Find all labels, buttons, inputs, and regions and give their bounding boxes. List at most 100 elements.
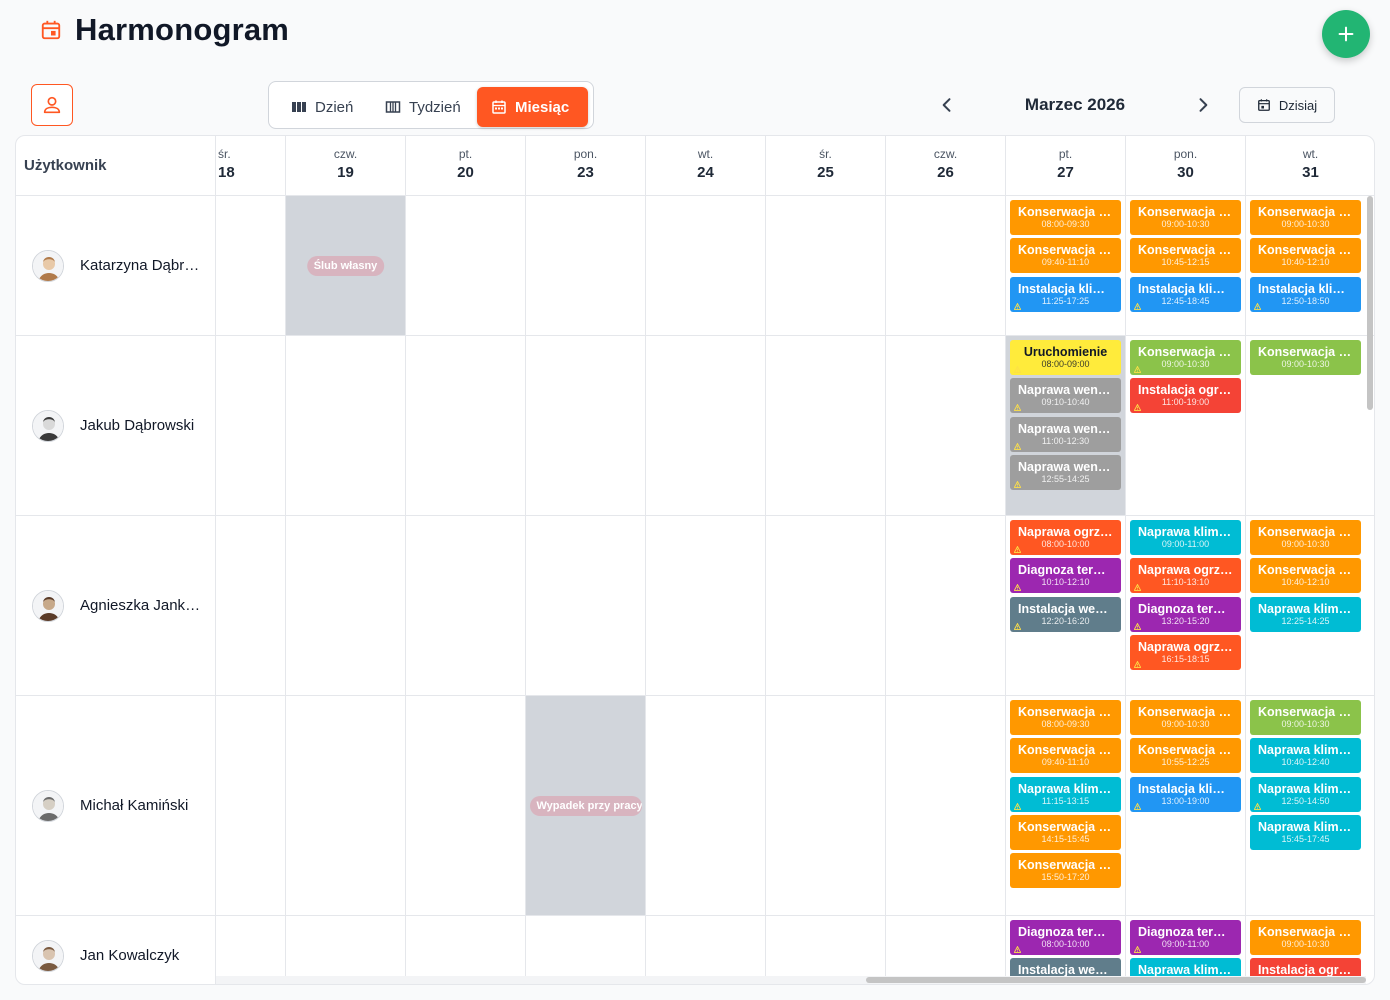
day-cell[interactable] [886,196,1006,336]
day-cell[interactable]: Diagnoza termowizyjna09:00-11:00 Naprawa … [1126,916,1246,984]
event-card[interactable]: Konserwacja klimatyzacji15:50-17:20 [1010,853,1121,889]
event-card[interactable]: Diagnoza termowizyjna08:00-10:00 [1010,920,1121,955]
event-card[interactable]: Konserwacja klimatyzacji09:00-10:30 [1250,700,1361,735]
event-card[interactable]: Konserwacja klimatyzacji09:00-10:30 [1250,920,1361,955]
event-card[interactable]: Konserwacja klimatyzacji09:00-10:30 [1130,200,1241,235]
day-cell[interactable] [766,516,886,696]
event-card[interactable]: Naprawa klimatyzacji09:00-11:00 [1130,520,1241,555]
day-cell[interactable]: Konserwacja klimatyzacji09:00-10:30Napra… [1246,696,1374,916]
day-cell[interactable]: Konserwacja klimatyzacji09:00-10:30Konse… [1126,696,1246,916]
day-cell[interactable] [886,916,1006,984]
day-cell[interactable] [526,516,646,696]
today-button[interactable]: Dzisiaj [1239,87,1335,123]
day-cell[interactable] [766,696,886,916]
event-card[interactable]: Diagnoza termowizyjna10:10-12:10 [1010,558,1121,594]
event-card[interactable]: Instalacja klimatyzacji12:50-18:50 [1250,276,1361,312]
event-card[interactable]: Instalacja klimatyzacji12:45-18:45 [1130,276,1241,312]
day-cell[interactable]: Ślub własny [286,196,406,336]
day-cell[interactable]: Konserwacja klimatyzacji09:00-10:30Konse… [1126,196,1246,336]
day-cell[interactable] [216,916,286,984]
event-card[interactable]: Naprawa klimatyzacji12:50-14:50 [1250,776,1361,812]
event-card[interactable]: Naprawa klimatyzacji11:15-13:15 [1010,776,1121,812]
event-card[interactable]: Konserwacja klimatyzacji10:40-12:10 [1250,558,1361,594]
day-cell[interactable] [766,916,886,984]
event-card[interactable]: Diagnoza termowizyjna09:00-11:00 [1130,920,1241,955]
day-cell[interactable] [406,696,526,916]
user-filter-button[interactable] [31,84,73,126]
day-cell[interactable] [646,196,766,336]
event-card[interactable]: Konserwacja klimatyzacji10:40-12:10 [1250,238,1361,274]
user-row-header[interactable]: Katarzyna Dąbrowska [16,196,216,336]
day-cell[interactable]: Konserwacja klimatyzacji08:00-09:30 Konse… [1006,696,1126,916]
event-card[interactable]: Naprawa ogrzewania11:10-13:10 [1130,558,1241,594]
day-cell[interactable] [216,516,286,696]
event-card[interactable]: Konserwacja klimatyzacji09:00-10:30 [1130,340,1241,375]
day-cell[interactable] [646,916,766,984]
day-cell[interactable] [286,916,406,984]
day-cell[interactable] [406,516,526,696]
day-cell[interactable] [646,336,766,516]
day-cell[interactable] [286,696,406,916]
day-cell[interactable] [886,336,1006,516]
event-card[interactable]: Instalacja klimatyzacji11:25-17:25 [1010,276,1121,312]
day-cell[interactable] [406,916,526,984]
view-day-button[interactable]: Dzień [277,87,367,127]
event-card[interactable]: Konserwacja klimatyzacji09:00-10:30 [1250,200,1361,235]
day-cell[interactable]: Konserwacja klimatyzacji09:00-10:30Insta… [1246,916,1374,984]
day-cell[interactable]: Konserwacja klimatyzacji09:00-10:30Konse… [1246,516,1374,696]
vertical-scrollbar-thumb[interactable] [1367,196,1373,410]
event-card[interactable]: Diagnoza termowizyjna13:20-15:20 [1130,596,1241,632]
user-row-header[interactable]: Agnieszka Jankowska [16,516,216,696]
user-row-header[interactable]: Jakub Dąbrowski [16,336,216,516]
day-cell[interactable] [216,196,286,336]
event-card[interactable]: Naprawa ogrzewania16:15-18:15 [1130,634,1241,670]
day-cell[interactable] [216,336,286,516]
previous-month-button[interactable] [936,94,958,116]
day-cell[interactable] [886,696,1006,916]
day-cell[interactable] [526,196,646,336]
day-cell[interactable] [526,336,646,516]
day-cell[interactable] [646,516,766,696]
day-cell[interactable] [286,336,406,516]
event-card[interactable]: Konserwacja klimatyzacji08:00-09:30 [1010,200,1121,235]
day-cell[interactable] [766,336,886,516]
event-card[interactable]: Konserwacja klimatyzacji08:00-09:30 [1010,700,1121,735]
event-card[interactable]: Konserwacja klimatyzacji10:45-12:15 [1130,238,1241,274]
day-cell[interactable]: Wypadek przy pracy [526,696,646,916]
day-cell[interactable] [406,336,526,516]
view-month-button[interactable]: Miesiąc [477,87,588,127]
day-cell[interactable]: Konserwacja klimatyzacji09:00-10:30Insta… [1126,336,1246,516]
horizontal-scrollbar-thumb[interactable] [866,977,1366,983]
day-cell[interactable] [766,196,886,336]
day-cell[interactable]: Konserwacja klimatyzacji09:00-10:30Konse… [1246,196,1374,336]
event-card[interactable]: Naprawa wentylacji12:55-14:25 [1010,454,1121,490]
day-cell[interactable] [646,696,766,916]
event-card[interactable]: Konserwacja klimatyzacji09:00-10:30 [1250,520,1361,555]
event-card[interactable]: Naprawa ogrzewania08:00-10:00 [1010,520,1121,555]
day-cell[interactable] [216,696,286,916]
add-event-button[interactable] [1322,10,1370,58]
event-card[interactable]: Konserwacja klimatyzacji09:40-11:10 [1010,238,1121,274]
day-cell[interactable] [406,196,526,336]
day-cell[interactable]: Diagnoza termowizyjna08:00-10:00 Instalac… [1006,916,1126,984]
horizontal-scrollbar[interactable] [216,976,1366,984]
day-cell[interactable]: Konserwacja klimatyzacji08:00-09:30Konse… [1006,196,1126,336]
user-row-header[interactable]: Michał Kamiński [16,696,216,916]
event-card[interactable]: Naprawa klimatyzacji10:40-12:40 [1250,738,1361,774]
event-card[interactable]: Konserwacja klimatyzacji09:00-10:30 [1250,340,1361,375]
vertical-scrollbar[interactable] [1366,196,1374,976]
event-card[interactable]: Naprawa klimatyzacji15:45-17:45 [1250,814,1361,850]
day-cell[interactable]: Konserwacja klimatyzacji09:00-10:30 [1246,336,1374,516]
event-card[interactable]: Naprawa wentylacji09:10-10:40 [1010,378,1121,414]
event-card[interactable]: Instalacja wentylacji12:20-16:20 [1010,596,1121,632]
absence-badge[interactable]: Wypadek przy pracy [529,795,642,816]
day-cell[interactable] [526,916,646,984]
day-cell[interactable] [286,516,406,696]
absence-badge[interactable]: Ślub własny [306,255,385,276]
day-cell[interactable] [886,516,1006,696]
event-card[interactable]: Instalacja ogrzewania11:00-19:00 [1130,378,1241,414]
event-card[interactable]: Konserwacja klimatyzacji14:15-15:45 [1010,814,1121,850]
